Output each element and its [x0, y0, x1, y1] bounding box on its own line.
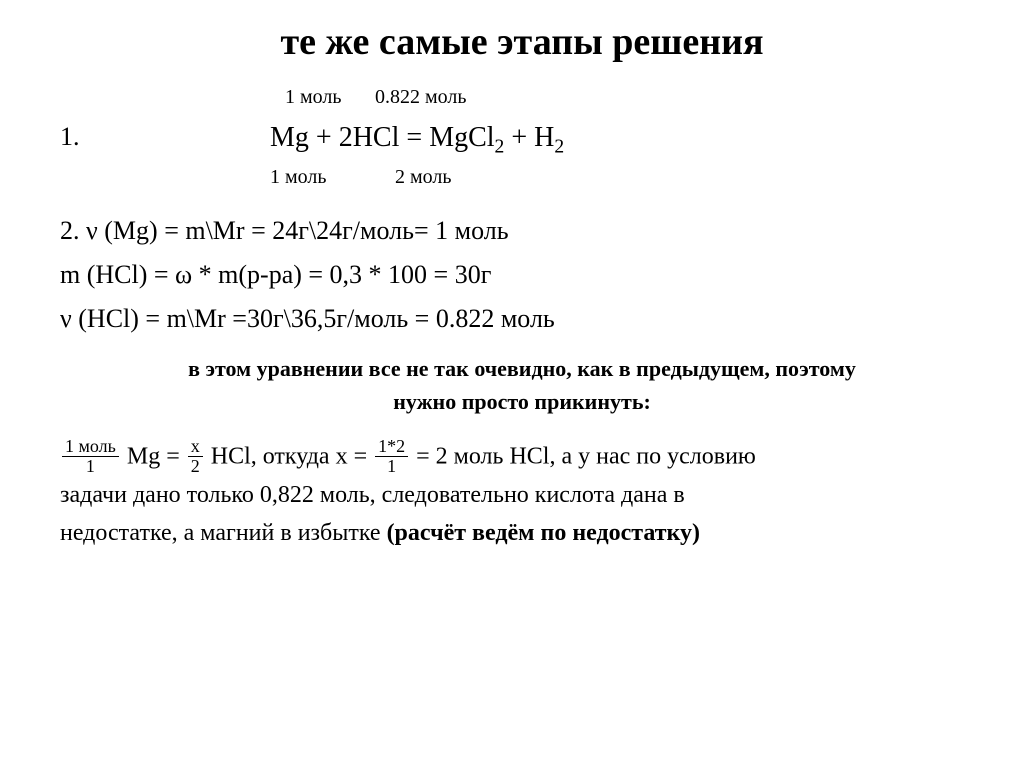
plus-sign-2: + — [504, 122, 534, 153]
para-part2: HCl, откуда x = — [205, 443, 373, 469]
frac2-num: x — [188, 437, 203, 457]
reagent-mg: Mg — [270, 122, 309, 153]
frac1-num: 1 моль — [62, 437, 119, 457]
bold-note: в этом уравнении все не так очевидно, ка… — [60, 352, 984, 418]
nuhcl-line: ν (HCl) = m\Mr =30г\36,5г/моль = 0.822 м… — [60, 304, 984, 334]
step-label-1: 1. — [60, 122, 80, 152]
equals-sign: = — [399, 122, 429, 153]
product-h2-sub: 2 — [554, 137, 564, 158]
anno-top-mg: 1 моль — [285, 86, 342, 109]
plus-sign: + — [309, 122, 339, 153]
para-part3: = 2 моль HCl, а у нас по условию — [410, 443, 756, 469]
frac1-den: 1 — [62, 457, 119, 476]
equation-block: 1. 1 моль 0.822 моль Mg + 2HCl = MgCl2 +… — [60, 86, 984, 206]
anno-top-hcl: 0.822 моль — [375, 86, 467, 109]
para-part1: Mg = — [121, 443, 186, 469]
frac2-den: 2 — [188, 457, 203, 476]
final-paragraph: 1 моль 1 Mg = x 2 HCl, откуда x = 1*2 1 … — [60, 436, 984, 553]
fraction-3: 1*2 1 — [375, 437, 408, 476]
product-mgcl2-sub: 2 — [495, 137, 505, 158]
reagent-hcl: 2HCl — [339, 122, 400, 153]
step2-line: 2. ν (Mg) = m\Mr = 24г\24г/моль= 1 моль — [60, 216, 984, 246]
bold-note-line1: в этом уравнении все не так очевидно, ка… — [188, 356, 856, 381]
product-h2-base: H — [534, 122, 554, 153]
fraction-2: x 2 — [188, 437, 203, 476]
page: те же самые этапы решения 1. 1 моль 0.82… — [0, 0, 1024, 573]
fraction-1: 1 моль 1 — [62, 437, 119, 476]
frac3-num: 1*2 — [375, 437, 408, 457]
equation-main: Mg + 2HCl = MgCl2 + H2 — [270, 122, 564, 159]
para-line3-bold: (расчёт ведём по недостатку) — [387, 520, 700, 546]
frac3-den: 1 — [375, 457, 408, 476]
bold-note-line2: нужно просто прикинуть: — [393, 389, 651, 414]
mhcl-line: m (HCl) = ω * m(р-ра) = 0,3 * 100 = 30г — [60, 260, 984, 290]
page-title: те же самые этапы решения — [60, 20, 984, 64]
anno-bot-hcl: 2 моль — [395, 166, 452, 189]
para-line2: задачи дано только 0,822 моль, следовате… — [60, 482, 685, 508]
para-line3-plain: недостатке, а магний в избытке — [60, 520, 387, 546]
product-mgcl2-base: MgCl — [429, 122, 494, 153]
anno-bot-mg: 1 моль — [270, 166, 327, 189]
